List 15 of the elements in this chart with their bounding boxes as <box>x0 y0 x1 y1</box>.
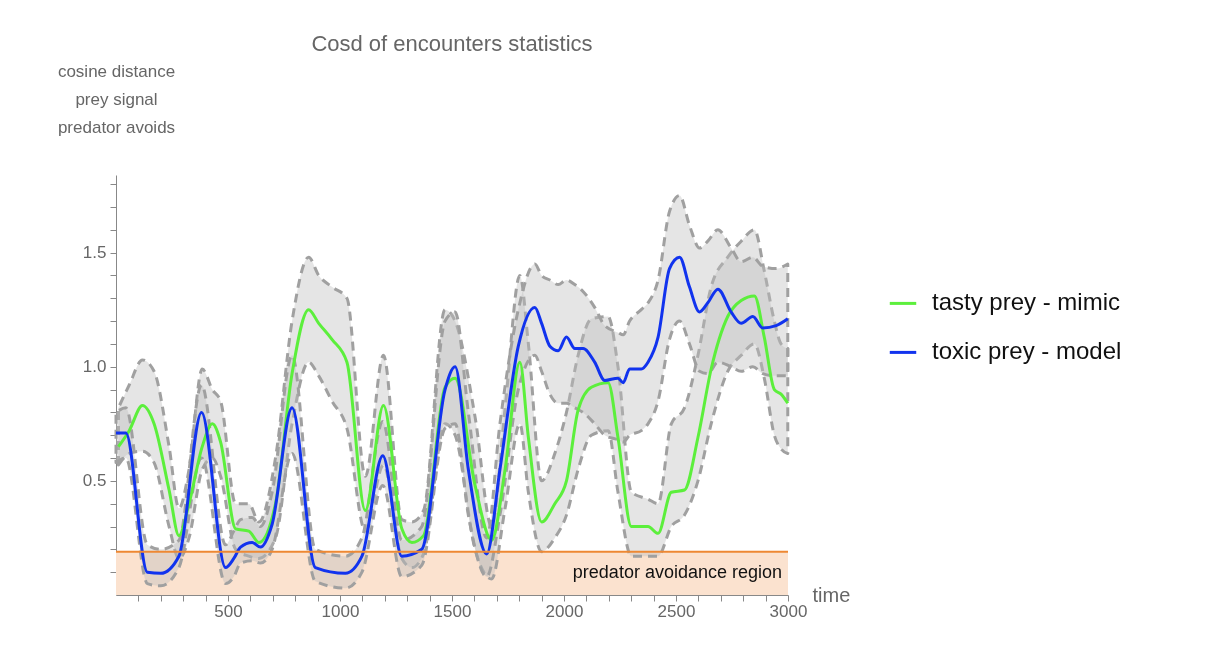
x-tick-label: 2500 <box>657 601 696 621</box>
y-tick-label: 1.0 <box>82 357 107 377</box>
legend-label: tasty prey - mimic <box>932 288 1121 316</box>
y-tick-label: 0.5 <box>82 471 107 491</box>
legend-label: toxic prey - model <box>932 337 1122 365</box>
x-tick-label: 1500 <box>433 601 472 621</box>
band-label: predator avoidance region <box>572 562 782 583</box>
x-tick-label: 3000 <box>769 601 808 621</box>
y-axis-title: cosine distance prey signal predator avoids <box>57 61 176 137</box>
x-tick-label: 1000 <box>321 601 360 621</box>
y-tick-label: 1.5 <box>82 243 107 263</box>
x-tick-label: 2000 <box>545 601 584 621</box>
chart-title: Cosd of encounters statistics <box>311 31 593 56</box>
x-axis-title: time <box>812 583 851 606</box>
x-tick-label: 500 <box>214 601 243 621</box>
